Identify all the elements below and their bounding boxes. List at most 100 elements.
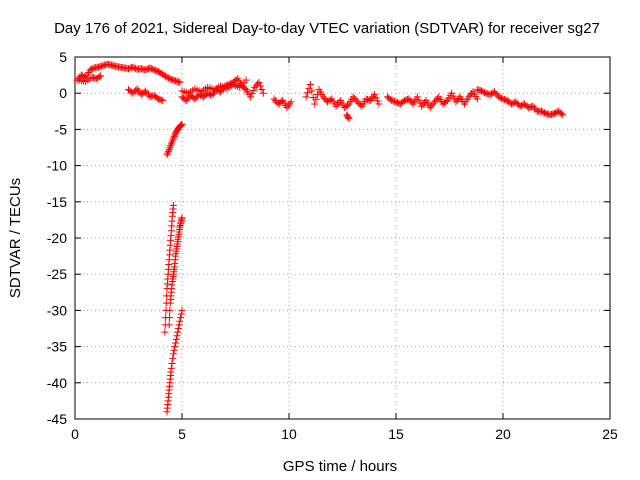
- data-point: [406, 97, 414, 105]
- data-point: [182, 96, 190, 104]
- data-point: [95, 73, 103, 81]
- data-point: [516, 102, 524, 110]
- data-point: [529, 102, 537, 110]
- data-point: [169, 355, 177, 363]
- data-point: [97, 72, 105, 80]
- data-point: [326, 96, 334, 104]
- data-point: [473, 95, 481, 103]
- data-point: [171, 343, 179, 351]
- data-point: [287, 98, 295, 106]
- data-point: [172, 339, 180, 347]
- data-point: [176, 317, 184, 325]
- x-tick-label: 25: [602, 426, 618, 442]
- y-axis-label: SDTVAR / TECUs: [7, 178, 24, 298]
- data-point: [178, 120, 186, 128]
- data-point: [232, 76, 240, 84]
- x-tick-label: 5: [178, 426, 186, 442]
- data-point: [480, 88, 488, 96]
- data-point: [153, 94, 161, 102]
- data-point: [489, 89, 497, 97]
- data-point: [308, 87, 316, 95]
- y-tick-label: 0: [59, 85, 67, 101]
- chart-title: Day 176 of 2021, Sidereal Day-to-day VTE…: [54, 20, 600, 37]
- data-point: [241, 84, 249, 92]
- data-point: [311, 100, 319, 108]
- data-point: [453, 96, 461, 104]
- data-point: [171, 131, 179, 139]
- data-point: [169, 134, 177, 142]
- data-point: [479, 88, 487, 96]
- data-point: [319, 93, 327, 101]
- data-point: [191, 95, 199, 103]
- data-point: [259, 89, 267, 97]
- data-point: [161, 328, 169, 336]
- data-point: [169, 201, 177, 209]
- data-point: [375, 100, 383, 108]
- data-point: [510, 99, 518, 107]
- data-point: [167, 364, 175, 372]
- y-tick-label: 5: [59, 49, 67, 65]
- data-point: [168, 359, 176, 367]
- data-point: [149, 65, 157, 73]
- data-point: [271, 97, 279, 105]
- data-point: [478, 87, 486, 95]
- data-point: [172, 335, 180, 343]
- data-point: [164, 74, 172, 82]
- data-point: [349, 93, 357, 101]
- data-point: [513, 99, 521, 107]
- data-point: [495, 93, 503, 101]
- data-point: [344, 113, 352, 121]
- data-point: [351, 95, 359, 103]
- data-point: [86, 66, 94, 74]
- data-point: [175, 321, 183, 329]
- data-points: [73, 60, 567, 416]
- data-point: [163, 151, 171, 159]
- data-point: [530, 104, 538, 112]
- data-point: [532, 106, 540, 114]
- data-point: [413, 93, 421, 101]
- y-tick-label: -5: [55, 121, 68, 137]
- data-point: [80, 73, 88, 81]
- data-point: [176, 78, 184, 86]
- data-point: [449, 92, 457, 100]
- data-point: [246, 93, 254, 101]
- data-point: [448, 89, 456, 97]
- data-point: [163, 73, 171, 81]
- data-point: [248, 90, 256, 98]
- data-point: [557, 110, 565, 118]
- data-point: [356, 101, 364, 109]
- data-point: [270, 95, 278, 103]
- data-point: [415, 96, 423, 104]
- data-point: [442, 98, 450, 106]
- data-point: [142, 66, 150, 74]
- data-point: [304, 89, 312, 97]
- data-point: [372, 94, 380, 102]
- x-tick-label: 0: [71, 426, 79, 442]
- data-point: [177, 314, 185, 322]
- data-point: [166, 314, 174, 322]
- data-point: [169, 350, 177, 358]
- data-point: [352, 96, 360, 104]
- data-point: [130, 88, 138, 96]
- data-point: [455, 95, 463, 103]
- data-point: [147, 65, 155, 73]
- data-point: [192, 94, 200, 102]
- data-point: [174, 328, 182, 336]
- data-point: [87, 65, 95, 73]
- data-point: [496, 94, 504, 102]
- y-tick-label: -25: [47, 266, 67, 282]
- data-point: [249, 87, 257, 95]
- data-point: [178, 306, 186, 314]
- data-point: [492, 89, 500, 97]
- y-tick-label: -35: [47, 339, 67, 355]
- data-point: [79, 72, 87, 80]
- data-point: [159, 96, 167, 104]
- data-point: [321, 95, 329, 103]
- data-point: [433, 95, 441, 103]
- data-point: [277, 98, 285, 106]
- grid: [75, 57, 610, 419]
- data-point: [408, 98, 416, 106]
- y-tick-label: -30: [47, 302, 67, 318]
- data-point: [173, 332, 181, 340]
